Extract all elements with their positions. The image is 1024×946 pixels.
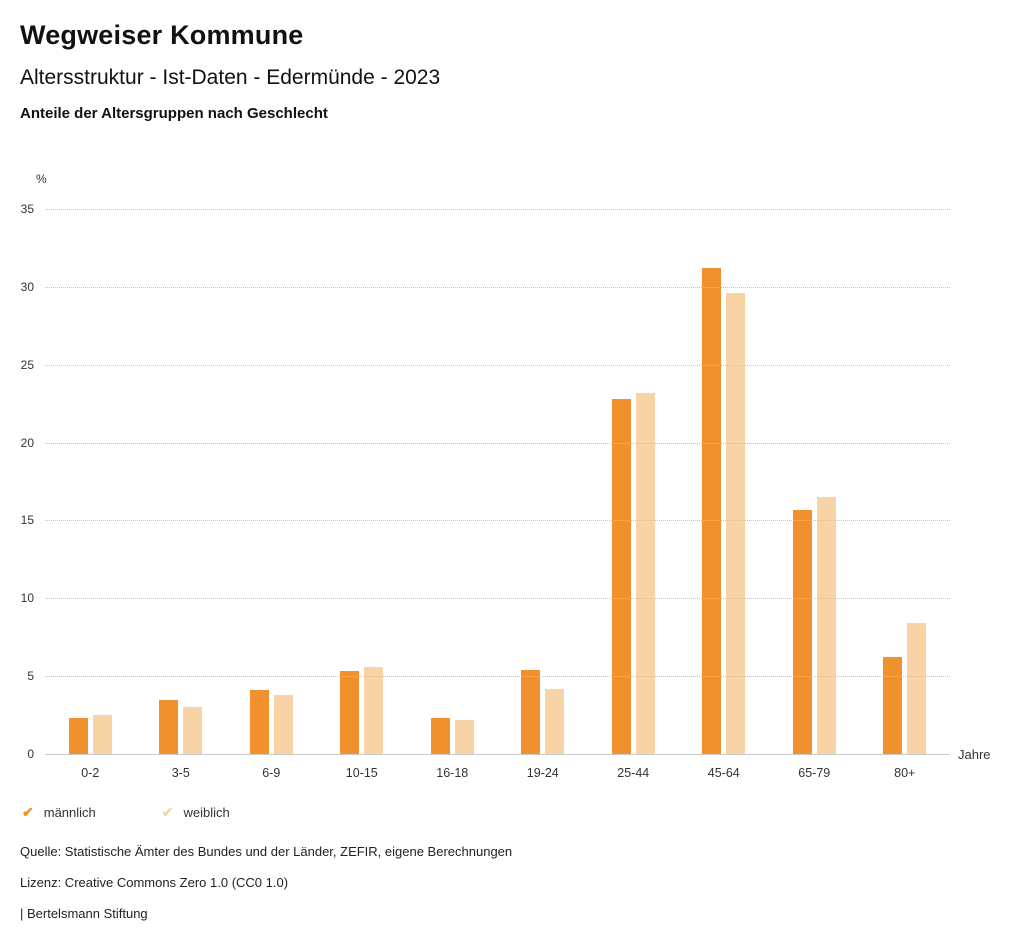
- bar-männlich-3-5: [159, 699, 179, 754]
- bar-weiblich-45-64: [726, 293, 746, 754]
- footer-license: Lizenz: Creative Commons Zero 1.0 (CC0 1…: [20, 875, 289, 890]
- gridline: [45, 209, 950, 210]
- bar-männlich-0-2: [68, 718, 88, 754]
- x-tick-label: 10-15: [345, 766, 378, 780]
- gridline: [45, 754, 950, 755]
- bar-männlich-25-44: [611, 398, 631, 754]
- y-axis-labels: 0 5 10 15 20 25 30 35: [0, 202, 36, 761]
- bar-männlich-16-18: [430, 718, 450, 754]
- bar-männlich-10-15: [340, 671, 360, 754]
- bar-weiblich-65-79: [816, 497, 836, 754]
- x-tick-label: 0-2: [81, 766, 100, 780]
- x-tick-label: 19-24: [526, 766, 559, 780]
- y-tick-label: 30: [20, 279, 34, 294]
- gridline: [45, 598, 950, 600]
- y-tick-label: 10: [20, 591, 34, 606]
- bar-weiblich-10-15: [364, 666, 384, 754]
- bar-groups: [45, 209, 950, 754]
- bar-männlich-19-24: [521, 669, 541, 754]
- x-tick-label: 6-9: [262, 766, 281, 780]
- bar-weiblich-6-9: [273, 694, 293, 754]
- bar-group-0-2: [45, 209, 136, 754]
- bar-weiblich-25-44: [635, 392, 655, 754]
- check-icon: ✔: [161, 804, 174, 820]
- x-tick-label: 80+: [894, 766, 916, 780]
- legend-label-maennlich: männlich: [43, 805, 96, 820]
- x-tick-label: 16-18: [436, 766, 469, 780]
- bar-weiblich-16-18: [454, 719, 474, 754]
- y-tick-label: 15: [20, 513, 34, 528]
- x-tick-label: 65-79: [798, 766, 831, 780]
- legend-item-weiblich[interactable]: ✔ weiblich: [162, 804, 230, 821]
- x-tick-label: 25-44: [617, 766, 650, 780]
- y-tick-label: 0: [27, 747, 34, 761]
- y-axis-unit-label: %: [36, 172, 47, 186]
- legend-item-maennlich[interactable]: ✔ männlich: [22, 804, 96, 821]
- page-subtitle: Altersstruktur - Ist-Daten - Edermünde -…: [20, 66, 441, 89]
- bar-group-65-79: [769, 209, 860, 754]
- bar-group-45-64: [679, 209, 770, 754]
- plot-area: [45, 209, 950, 755]
- x-axis-labels: 0-2 3-5 6-9 10-15 16-18 19-24 25-44 45-64 65-79 8…: [45, 766, 950, 780]
- footer-attribution: | Bertelsmann Stiftung: [20, 906, 148, 921]
- bar-group-3-5: [136, 209, 227, 754]
- bar-group-80+: [860, 209, 951, 754]
- bar-weiblich-80+: [907, 623, 927, 754]
- y-tick-label: 5: [27, 669, 34, 684]
- bar-group-16-18: [407, 209, 498, 754]
- check-icon: ✔: [22, 804, 34, 820]
- y-tick-label: 20: [20, 435, 34, 450]
- footer-source: Quelle: Statistische Ämter des Bundes un…: [20, 844, 513, 859]
- y-tick-label: 35: [20, 202, 34, 216]
- bar-group-19-24: [498, 209, 589, 754]
- y-tick-label: 25: [20, 357, 34, 372]
- gridline: [45, 442, 950, 444]
- bar-weiblich-3-5: [183, 707, 203, 754]
- gridline: [45, 364, 950, 366]
- bar-männlich-65-79: [792, 509, 812, 754]
- bar-group-6-9: [226, 209, 317, 754]
- page-title: Wegweiser Kommune: [20, 20, 304, 50]
- x-axis-title: Jahre: [958, 747, 991, 762]
- gridline: [45, 520, 950, 522]
- x-tick-label: 45-64: [707, 766, 740, 780]
- gridline: [45, 676, 950, 678]
- legend: ✔ männlich ✔ weiblich: [22, 804, 230, 821]
- bar-männlich-80+: [883, 657, 903, 754]
- legend-label-weiblich: weiblich: [183, 805, 230, 820]
- gridline: [45, 286, 950, 288]
- bar-männlich-6-9: [249, 690, 269, 754]
- chart-title: Anteile der Altersgruppen nach Geschlech…: [20, 105, 328, 122]
- x-tick-label: 3-5: [171, 766, 190, 780]
- bar-männlich-45-64: [702, 268, 722, 754]
- bar-weiblich-19-24: [545, 688, 565, 754]
- bar-weiblich-0-2: [92, 715, 112, 754]
- bar-group-25-44: [588, 209, 679, 754]
- bar-group-10-15: [317, 209, 408, 754]
